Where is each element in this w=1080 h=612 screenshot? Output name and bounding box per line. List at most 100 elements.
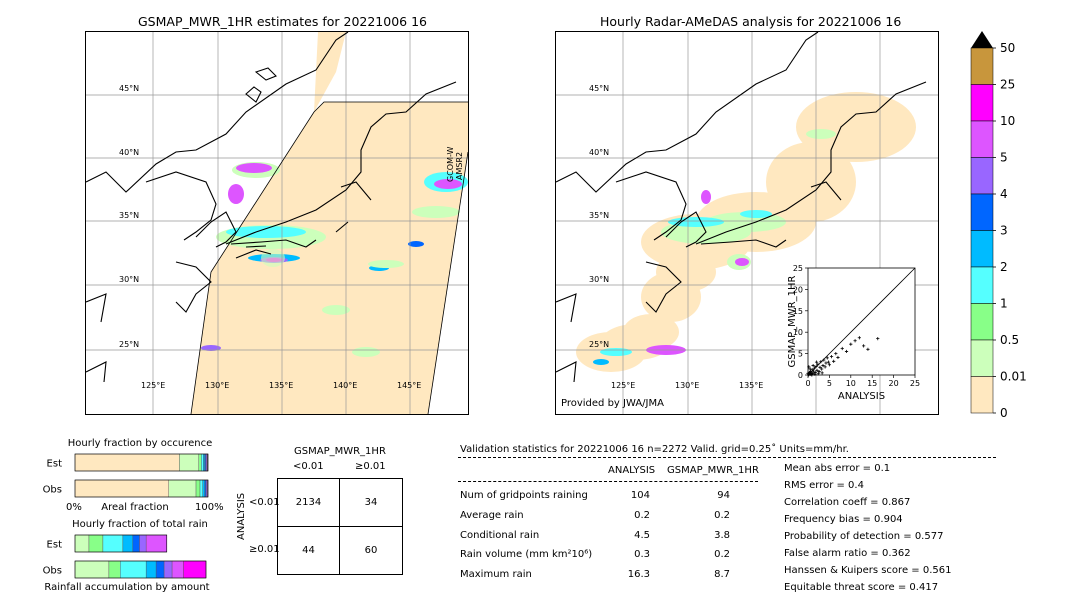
scatter-xtick-label: 0 (805, 379, 810, 388)
scatter-ytick-label: 5 (798, 350, 803, 359)
contingency-cell: 34 (364, 497, 378, 508)
right-lon-label: 125°E (611, 381, 636, 390)
stat-row-analysis: 4.5 (634, 530, 650, 541)
colorbar-segment (970, 120, 994, 158)
scatter-ytick-label: 20 (793, 285, 803, 294)
scatter-ylabel: GSMAP_MWR_1HR (787, 276, 798, 368)
graticule (86, 32, 468, 414)
left-lat-label: 25°N (119, 340, 140, 349)
left-lon-label: 145°E (397, 381, 422, 390)
right-lon-label: 135°E (739, 381, 764, 390)
contingency-cell: 60 (364, 545, 378, 556)
fraction-segment (120, 560, 147, 579)
score-line: RMS error = 0.4 (784, 480, 864, 491)
score-line: Correlation coeff = 0.867 (784, 497, 911, 508)
scatter-point (849, 342, 853, 346)
scatter-point (807, 365, 811, 369)
scatter-xtick-label: 15 (867, 379, 877, 388)
scatter-xtick-label: 20 (889, 379, 899, 388)
swath-area (191, 102, 468, 414)
scatter-plot: 0 5 10 15 20 25 0 5 10 15 20 25 ANALYSIS GSMAP_MWR_1H… (787, 264, 920, 402)
scatter-point (815, 368, 819, 372)
contingency-col-label: ≥0.01 (355, 461, 386, 472)
left-map (85, 31, 469, 415)
colorbar-segment (970, 84, 994, 122)
colorbar-label: 4 (1000, 187, 1008, 201)
rain-patch (201, 345, 221, 351)
scatter-point (853, 339, 857, 343)
contingency-table: 2134 34 44 60 (277, 478, 403, 575)
fraction-segment (74, 479, 169, 498)
scatter-xtick-label: 25 (910, 379, 920, 388)
fraction-segment (74, 453, 180, 472)
fraction-segment (108, 560, 121, 579)
scatter-point (812, 366, 817, 370)
scatter-point (827, 363, 831, 367)
rain-patch (806, 129, 836, 139)
left-lat-label: 35°N (119, 211, 140, 220)
colorbar-segment (970, 303, 994, 341)
fraction-xtick-label: 100% (195, 502, 224, 513)
contingency-row-label: ≥0.01 (249, 544, 280, 555)
fraction-segment (139, 534, 147, 553)
rain-patch (352, 347, 380, 357)
scatter-point (814, 360, 819, 364)
right-map-canvas (556, 32, 938, 414)
fraction-title: Hourly fraction of total rain (72, 519, 208, 530)
right-lat-label: 25°N (589, 340, 610, 349)
sensor-label: GCOM-W (446, 146, 455, 182)
fraction-category: Est (47, 459, 63, 470)
colorbar-segment (970, 376, 994, 414)
scatter-point (820, 367, 824, 371)
colorbar-label: 5 (1000, 151, 1008, 165)
fraction-segment (74, 534, 90, 553)
fraction-xtick-label: 0% (66, 502, 82, 513)
colorbar-segment (970, 266, 994, 304)
radar-coverage (576, 92, 916, 372)
stat-row-label: Maximum rain (460, 569, 532, 580)
scatter-point (818, 365, 822, 369)
colorbar-label: 10 (1000, 114, 1015, 128)
colorbar-label: 25 (1000, 78, 1015, 92)
scatter-point (832, 359, 836, 363)
fraction-segment (183, 560, 207, 579)
fraction-segment (145, 534, 167, 553)
swath-edge (427, 151, 468, 414)
scatter-point (822, 358, 826, 362)
rain-patch (408, 241, 424, 247)
scatter-ytick-label: 25 (793, 264, 803, 273)
scatter-point (825, 356, 829, 360)
fraction-bar-outline (74, 534, 168, 553)
stat-row-label: Conditional rain (460, 530, 540, 541)
fraction-segment (171, 560, 184, 579)
rain-patch (228, 184, 244, 204)
stat-row-analysis: 0.3 (634, 549, 650, 560)
colorbar-segment (970, 339, 994, 377)
rain-patch (226, 226, 306, 238)
table-divider (278, 526, 402, 527)
rain-patch (593, 359, 609, 365)
score-line: Frequency bias = 0.904 (784, 514, 903, 525)
fraction-segment (163, 560, 173, 579)
right-lat-label: 35°N (589, 211, 610, 220)
scatter-point (811, 363, 815, 368)
fraction-bar-outline (74, 479, 209, 498)
colorbar-extend (971, 31, 993, 48)
fraction-bar-outline (74, 453, 209, 472)
scatter-point (806, 371, 810, 375)
scatter-point (876, 337, 880, 341)
rain-patch (701, 190, 711, 204)
contingency-row-label: <0.01 (249, 497, 280, 508)
left-lat-label: 30°N (119, 275, 140, 284)
scatter-point (808, 367, 812, 371)
left-lon-label: 130°E (205, 381, 230, 390)
scatter-inset: 0 5 10 15 20 25 0 5 10 15 20 25 ANALYSIS GSMAP_MWR_1H… (786, 262, 936, 412)
fraction-segment (155, 560, 165, 579)
scatter-xlabel: ANALYSIS (838, 391, 885, 402)
scatter-point (820, 371, 824, 375)
scatter-point (836, 355, 840, 360)
colorbar-label: 3 (1000, 224, 1008, 238)
scatter-point (814, 364, 818, 369)
left-lon-label: 135°E (269, 381, 294, 390)
swath-edge (190, 101, 468, 414)
